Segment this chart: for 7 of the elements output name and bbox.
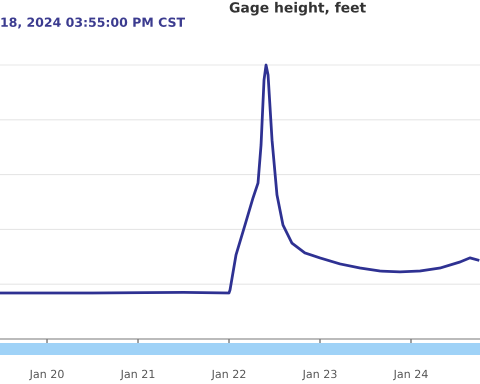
x-tick-label: Jan 24 bbox=[393, 370, 428, 380]
x-tick-label: Jan 23 bbox=[302, 370, 337, 380]
x-tick-label: Jan 21 bbox=[120, 370, 154, 380]
chart-subtitle: 18, 2024 03:55:00 PM CST bbox=[1, 18, 185, 29]
chart-title: Gage height, feet bbox=[230, 2, 366, 16]
x-tick-label: Jan 20 bbox=[29, 370, 64, 380]
x-tick-label: Jan 22 bbox=[211, 370, 246, 380]
